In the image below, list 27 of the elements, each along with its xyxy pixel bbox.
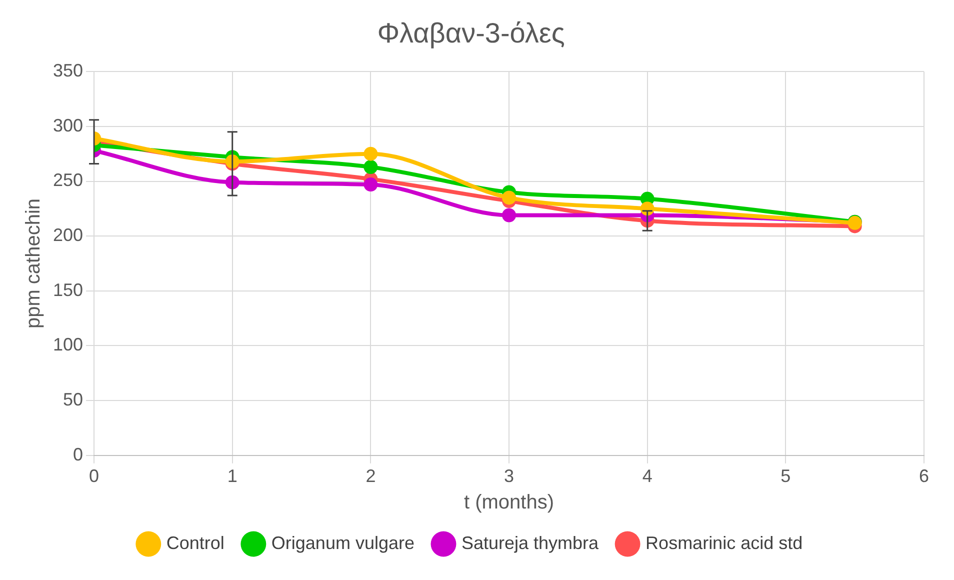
y-tick-label: 300: [52, 115, 84, 136]
x-tick-label: 6: [918, 466, 930, 486]
y-tick-label: 250: [52, 170, 84, 190]
y-tick-label: 50: [63, 390, 84, 410]
legend-label: Rosmarinic acid std: [646, 532, 803, 553]
point: [364, 160, 378, 174]
point: [502, 190, 516, 205]
x-tick-label: 4: [642, 466, 652, 486]
y-tick-label: 0: [73, 444, 84, 464]
point: [364, 146, 378, 161]
legend-label: Origanum vulgare: [271, 532, 414, 553]
x-tick-label: 5: [780, 466, 791, 486]
x-tick-label: 1: [227, 466, 238, 486]
y-tick-label: 200: [52, 225, 84, 246]
chart-title: Φλαβαν-3-όλες: [377, 18, 565, 49]
y-tick-label: 150: [52, 280, 84, 300]
point: [364, 178, 378, 192]
x-tick-label: 3: [504, 466, 514, 486]
point: [502, 208, 516, 222]
y-tick-label: 100: [52, 334, 84, 355]
legend-label: Satureja thymbra: [461, 532, 600, 553]
x-axis-title: t (months): [464, 492, 554, 514]
y-tick-label: 350: [52, 60, 84, 81]
x-tick-label: 2: [366, 466, 376, 486]
x-tick-label: 0: [89, 466, 100, 486]
y-axis-title: ppm cathechin: [22, 198, 45, 329]
legend-label: Control: [166, 532, 224, 553]
